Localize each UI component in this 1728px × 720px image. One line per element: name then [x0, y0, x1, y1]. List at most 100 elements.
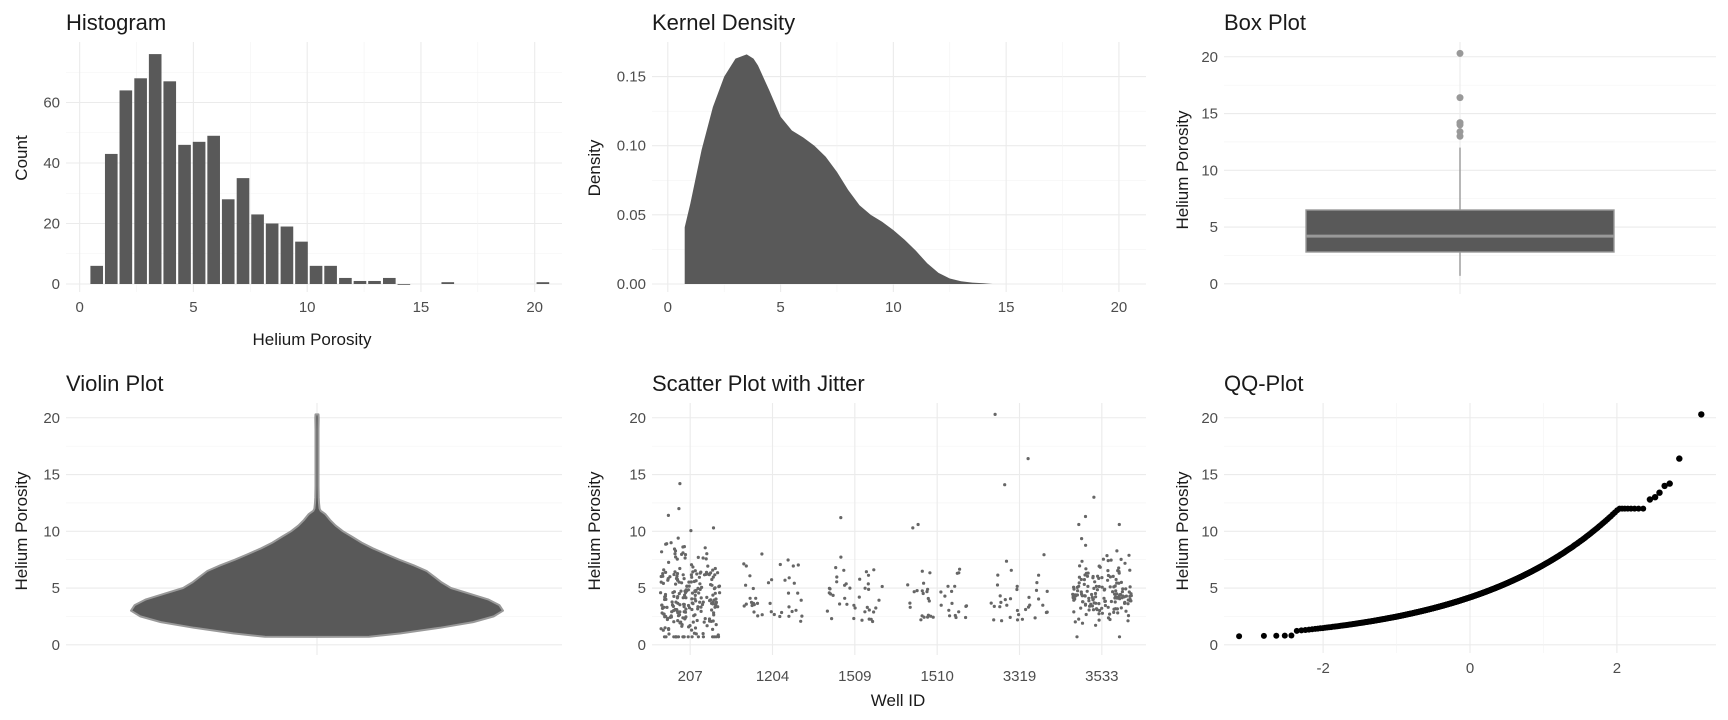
scatter-point [1091, 597, 1095, 601]
scatter-point [858, 577, 862, 581]
scatter-point [678, 603, 682, 607]
scatter-point [1116, 611, 1120, 615]
histogram-bar [397, 284, 411, 285]
scatter-point [660, 550, 664, 554]
scatter-point [1015, 618, 1020, 622]
scatter-point [691, 565, 695, 569]
histogram-bar [148, 54, 162, 284]
scatter-point [1111, 590, 1115, 594]
scatter-point [684, 607, 688, 611]
scatter-point [676, 614, 681, 618]
scatter-point [1041, 603, 1045, 607]
scatter-point [912, 590, 916, 594]
histogram-bar [441, 282, 455, 284]
scatter-point [796, 591, 800, 595]
scatter-point [1117, 581, 1121, 585]
qq-plot-y-tick-label: 10 [1201, 523, 1218, 540]
scatter-point [843, 583, 847, 587]
scatter-point [989, 601, 993, 605]
scatter-point [742, 562, 746, 566]
scatter-point [1076, 589, 1080, 593]
scatter-point [1114, 577, 1118, 582]
scatter-point [688, 624, 692, 628]
qq-point [1236, 633, 1243, 640]
scatter-point [709, 571, 713, 575]
scatter-point [664, 570, 668, 575]
scatter-point [1073, 594, 1078, 598]
scatter-point [1042, 553, 1046, 557]
scatter-point [667, 632, 671, 636]
scatter-point [663, 597, 667, 602]
scatter-point [672, 547, 677, 551]
scatter-jitter-y-tick-label: 5 [638, 580, 646, 597]
violin-shape [130, 413, 504, 638]
scatter-jitter-x-tick-label: 207 [678, 668, 703, 685]
violin-plot-y-tick-label: 10 [43, 523, 60, 540]
qq-point [1260, 632, 1267, 639]
scatter-point [1123, 561, 1127, 565]
qq-plot-y-tick-label: 15 [1201, 467, 1218, 484]
histogram-bar [207, 135, 220, 284]
scatter-point [1096, 574, 1100, 578]
histogram-y-tick-label: 60 [43, 95, 60, 112]
scatter-point [748, 574, 752, 578]
scatter-point [666, 513, 671, 518]
scatter-point [673, 552, 677, 556]
scatter-point [921, 591, 925, 596]
scatter-point [705, 552, 709, 556]
scatter-point [772, 612, 776, 617]
box-plot-title: Box Plot [1224, 10, 1306, 35]
scatter-point [800, 614, 804, 618]
scatter-point [681, 551, 685, 555]
scatter-point [1034, 588, 1039, 593]
scatter-point [877, 598, 881, 602]
scatter-point [1091, 608, 1096, 612]
scatter-point [678, 482, 682, 486]
scatter-point [843, 596, 847, 600]
scatter-point [709, 619, 713, 624]
scatter-point [699, 596, 703, 600]
scatter-point [690, 628, 694, 632]
scatter-point [681, 573, 685, 577]
scatter-point [964, 604, 968, 609]
scatter-point [1093, 591, 1098, 596]
scatter-point [1100, 585, 1104, 589]
scatter-point [1106, 559, 1110, 563]
histogram-bar [536, 282, 550, 284]
histogram-x-tick-label: 15 [413, 299, 430, 316]
scatter-point [696, 555, 700, 560]
qq-plot-y-axis-label: Helium Porosity [1173, 471, 1192, 591]
scatter-point [1114, 589, 1118, 593]
histogram-x-tick-label: 5 [189, 299, 197, 316]
scatter-point [839, 516, 843, 520]
scatter-point [1083, 603, 1088, 607]
scatter-point [670, 600, 674, 604]
scatter-point [1005, 603, 1009, 607]
qq-plot-x-tick-label: 0 [1466, 660, 1474, 677]
scatter-point [872, 568, 876, 572]
scatter-point [964, 615, 968, 620]
scatter-point [783, 578, 787, 582]
scatter-point [1106, 573, 1110, 578]
scatter-point [705, 624, 709, 628]
scatter-jitter-panel: Scatter Plot with Jitter 0 5 10 15 20 207 1204… [585, 371, 1146, 710]
scatter-point [678, 621, 682, 625]
kernel-density-y-axis-label: Density [585, 139, 604, 196]
scatter-point [880, 584, 884, 589]
scatter-point [1117, 566, 1121, 570]
scatter-point [780, 610, 784, 615]
scatter-point [704, 557, 708, 561]
scatter-point [863, 610, 867, 614]
scatter-point [1111, 574, 1115, 579]
qq-point [1273, 632, 1280, 639]
scatter-point [1094, 623, 1098, 627]
scatter-point [713, 586, 717, 590]
scatter-point [673, 570, 677, 574]
scatter-point [690, 635, 694, 639]
scatter-point [998, 594, 1002, 598]
scatter-point [845, 602, 849, 606]
scatter-point [1126, 619, 1130, 623]
box-plot-y-tick-label: 10 [1201, 162, 1218, 179]
scatter-point [1127, 553, 1131, 557]
scatter-point [686, 635, 690, 639]
